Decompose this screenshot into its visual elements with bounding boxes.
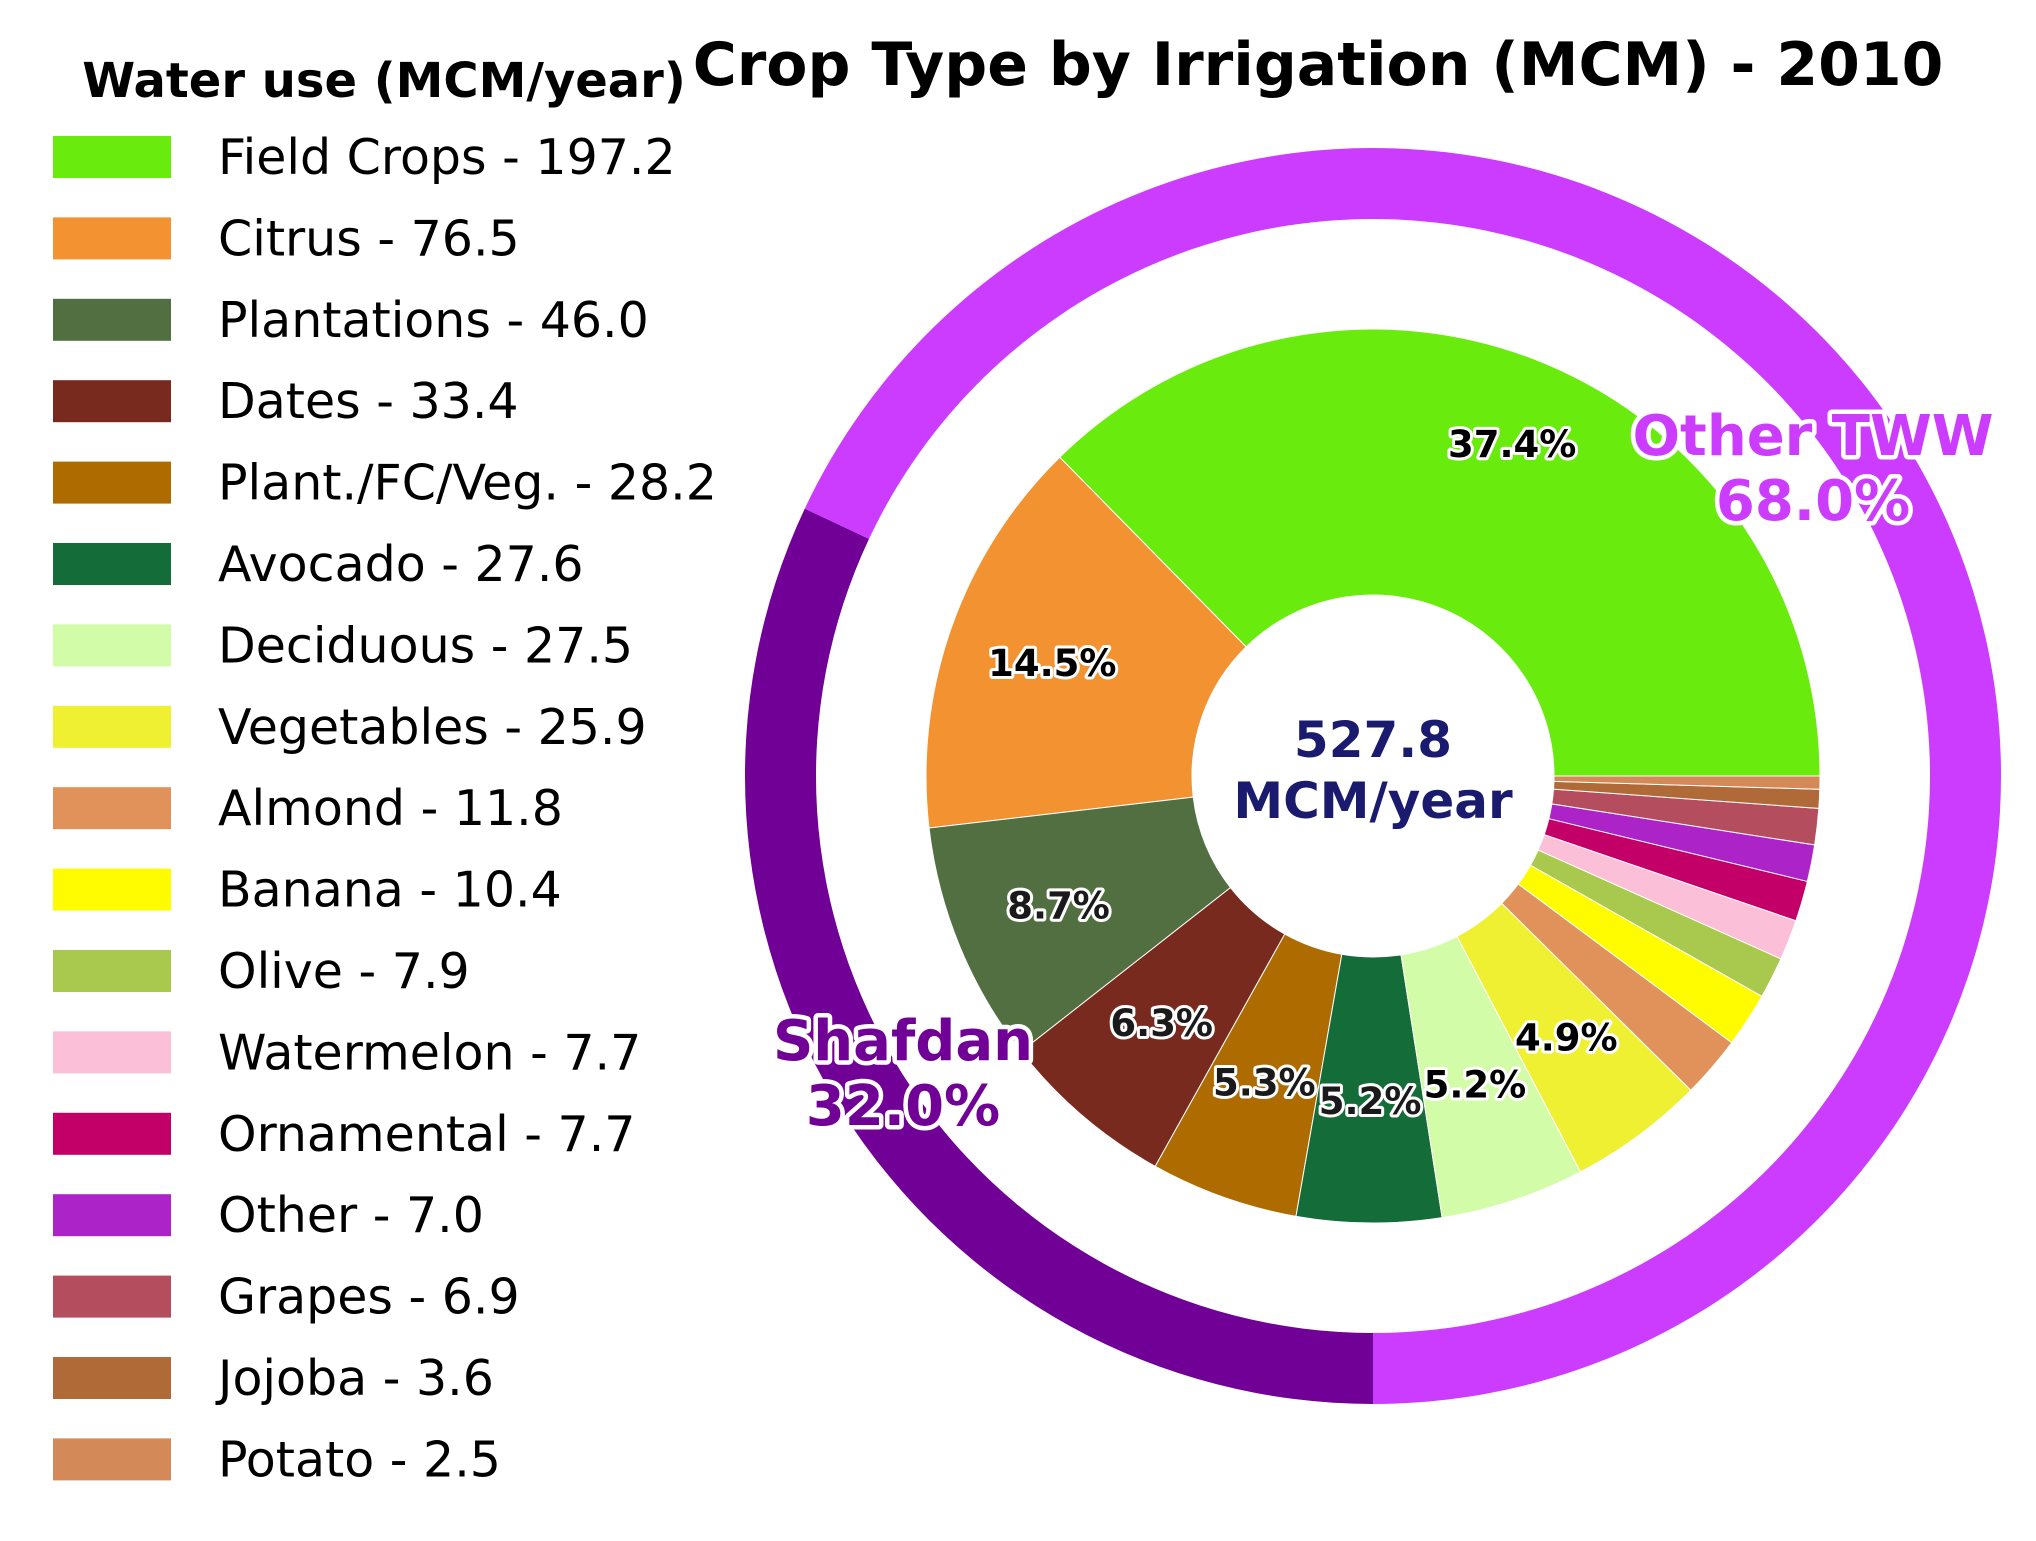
legend-swatch — [53, 136, 171, 178]
legend-item: Vegetables - 25.9 — [218, 699, 647, 756]
inner-ring-slice — [1552, 780, 1821, 809]
legend-swatch — [53, 1357, 171, 1399]
slice-labels: 37.4%14.5%8.7%6.3%5.3% 5.2% 5.2%4.9% — [985, 420, 1620, 1126]
slice-percent-label: 6.3% — [1110, 1002, 1213, 1045]
legend-item: Grapes - 6.9 — [218, 1269, 520, 1326]
slice-percent-label: 5.2% — [1424, 1064, 1527, 1107]
legend-item: Field Crops - 197.2 — [218, 129, 676, 186]
legend-item: Plantations - 46.0 — [218, 292, 649, 349]
legend-swatch — [53, 461, 171, 504]
center-unit: MCM/year — [1233, 772, 1513, 830]
legend-swatch — [53, 1438, 171, 1481]
slice-percent-label: 5.2% — [1319, 1080, 1422, 1123]
outer-label-name: Other TWW — [1632, 404, 1993, 469]
legend-item: Citrus - 76.5 — [218, 210, 520, 267]
inner-ring-slice — [1543, 818, 1808, 922]
legend-item: Almond - 11.8 — [218, 780, 563, 837]
inner-ring-slice — [1400, 935, 1582, 1219]
legend-swatch — [53, 380, 171, 423]
outer-label-name: Shafdan — [773, 1009, 1033, 1074]
legend-swatch — [53, 217, 171, 260]
inner-ring — [925, 328, 1821, 1224]
center-value: 527.8 — [1294, 711, 1452, 769]
legend-swatch — [53, 1194, 171, 1237]
legend-item: Other - 7.0 — [218, 1187, 484, 1244]
inner-ring-slice — [1020, 886, 1286, 1168]
legend-item: Banana - 10.4 — [218, 862, 562, 919]
inner-ring-slice — [928, 796, 1232, 1053]
outer-label-percent: 68.0% — [1716, 469, 1910, 534]
legend-item: Potato - 2.5 — [218, 1431, 501, 1488]
outer-label-percent: 32.0% — [806, 1074, 1000, 1139]
inner-ring-slice — [1537, 833, 1797, 960]
chart-title: Crop Type by Irrigation (MCM) - 2010 — [693, 30, 1944, 100]
slice-percent-label: 4.9% — [1515, 1016, 1618, 1059]
inner-ring-slice — [925, 456, 1247, 829]
slice-percent-label: 8.7% — [1007, 884, 1110, 927]
legend-item: Watermelon - 7.7 — [218, 1024, 641, 1081]
inner-ring-slice — [1553, 775, 1821, 790]
legend-item: Olive - 7.9 — [218, 943, 470, 1000]
legend-title: Water use (MCM/year) — [82, 53, 686, 109]
legend-swatch — [53, 1112, 171, 1155]
inner-ring-slice — [1529, 849, 1782, 998]
inner-ring-slice — [1154, 933, 1343, 1217]
legend-swatch — [53, 1275, 171, 1318]
legend-swatch — [53, 624, 171, 667]
legend-item: Ornamental - 7.7 — [218, 1106, 635, 1163]
legend-swatch — [53, 543, 171, 585]
inner-ring-slice — [1501, 883, 1733, 1091]
inner-ring-slice — [1551, 788, 1820, 846]
inner-ring-slice — [1058, 328, 1821, 777]
legend-item: Deciduous - 27.5 — [218, 617, 633, 674]
legend-swatch — [53, 787, 171, 830]
legend-swatch — [53, 950, 171, 992]
slice-percent-label: 5.3% — [1213, 1061, 1316, 1104]
legend-swatch — [53, 298, 171, 341]
slice-percent-label: 14.5% — [988, 642, 1116, 685]
legend: Field Crops - 197.2 Citrus - 76.5 Plantati… — [53, 129, 717, 1488]
legend-swatch — [53, 705, 171, 748]
inner-ring-slice — [1295, 953, 1443, 1224]
inner-ring-slice — [1456, 902, 1692, 1173]
legend-item: Avocado - 27.6 — [218, 536, 584, 593]
legend-item: Dates - 33.4 — [218, 373, 519, 430]
outer-ring-slice — [744, 508, 1373, 1404]
legend-item: Jojoba - 3.6 — [215, 1350, 494, 1407]
legend-swatch — [53, 1031, 171, 1074]
slice-percent-label: 37.4% — [1448, 423, 1576, 466]
legend-swatch — [53, 868, 171, 911]
inner-ring-slice — [1517, 864, 1763, 1044]
inner-ring-slice — [1548, 803, 1816, 883]
legend-item: Plant./FC/Veg. - 28.2 — [218, 455, 717, 512]
outer-ring — [744, 148, 2002, 1404]
